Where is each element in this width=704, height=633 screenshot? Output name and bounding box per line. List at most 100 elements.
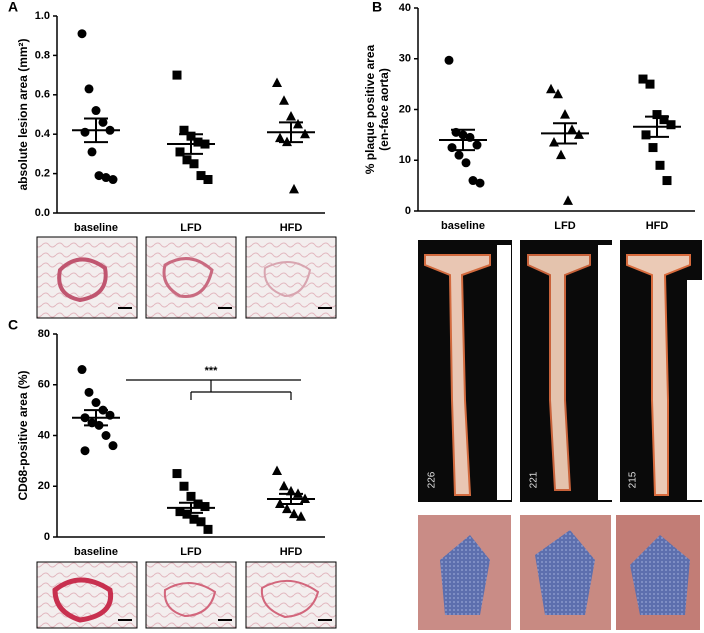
point [275,132,285,143]
x-tick-label: LFD [180,222,201,234]
point [293,118,303,129]
x-tick-label: baseline [74,546,118,558]
point [182,155,192,165]
point [648,143,658,153]
y-tick-label: 0.0 [35,207,50,219]
point [84,84,94,94]
point [282,503,292,514]
point [182,509,192,519]
point [108,441,118,451]
point [179,481,189,491]
point [91,398,101,408]
point [272,465,282,476]
y-tick-label: 40 [399,2,411,14]
y-tick-label: 10 [399,154,411,166]
x-tick-label: LFD [554,220,575,232]
point [172,469,182,479]
point [80,446,90,456]
x-tick-label: HFD [280,546,303,558]
point [289,183,299,194]
point [475,178,485,188]
y-axis-label: absolute lesion area (mm²) [16,38,30,190]
point [98,117,108,127]
point [666,120,676,130]
point [80,127,90,137]
point [468,176,478,186]
point [563,195,573,205]
x-tick-label: HFD [646,220,669,232]
y-tick-label: 20 [38,480,50,492]
point [84,387,94,397]
aorta-photos [418,240,702,502]
point [172,70,182,80]
point [300,128,310,139]
histology-row-a [36,236,337,319]
point [659,115,669,125]
point [193,137,203,147]
y-tick-label: 0.8 [35,49,50,61]
y-tick-label: 0 [44,531,50,543]
point [193,499,203,509]
point [186,491,196,501]
point [189,159,199,169]
point [662,176,672,186]
y-tick-label: 0.2 [35,168,50,180]
point [472,140,482,150]
x-tick-label: baseline [441,220,485,232]
point [652,110,662,120]
y-tick-label: 80 [38,328,50,340]
point [203,524,213,534]
aorta-label: 215 [628,471,639,488]
y-tick-label: 0.6 [35,89,50,101]
point [77,29,87,39]
y-axis-label: % plaque positive area [363,44,377,174]
point [655,160,665,170]
y-tick-label: 20 [399,103,411,115]
x-tick-label: HFD [280,222,303,234]
y-axis-label: CD68-positive area (%) [16,370,30,500]
point [272,77,282,87]
point [638,74,648,84]
x-tick-label: baseline [74,222,118,234]
point [203,175,213,185]
point [87,147,97,157]
point [461,158,471,168]
point [94,171,104,181]
point [641,130,651,140]
panel-label: C [8,317,18,333]
panel-label: A [8,0,18,15]
point [279,480,289,491]
y-tick-label: 0.4 [35,128,51,140]
point [553,88,563,99]
y-tick-label: 60 [38,379,50,391]
point [546,83,556,94]
x-tick-label: LFD [180,546,201,558]
point [645,79,655,89]
histology-row-c [36,561,337,629]
aorta-label: 226 [427,471,438,488]
point [189,514,199,524]
point [567,124,577,134]
point [179,125,189,135]
point [200,502,210,512]
y-tick-label: 1.0 [35,10,50,22]
point [279,95,289,105]
y-tick-label: 0 [405,205,411,217]
point [196,171,206,181]
point [175,507,185,517]
point [286,110,296,121]
y-tick-label: 40 [38,429,50,441]
y-tick-label: 30 [399,53,411,65]
point [77,365,87,375]
point [196,517,206,527]
point [175,147,185,157]
point [556,149,566,160]
enface-photos [418,515,700,630]
aorta-label: 221 [529,471,540,488]
y-axis-label: (en-face aorta) [377,68,391,151]
significance-bracket [126,379,301,400]
point [101,431,111,440]
point [289,508,299,519]
point [101,173,111,183]
